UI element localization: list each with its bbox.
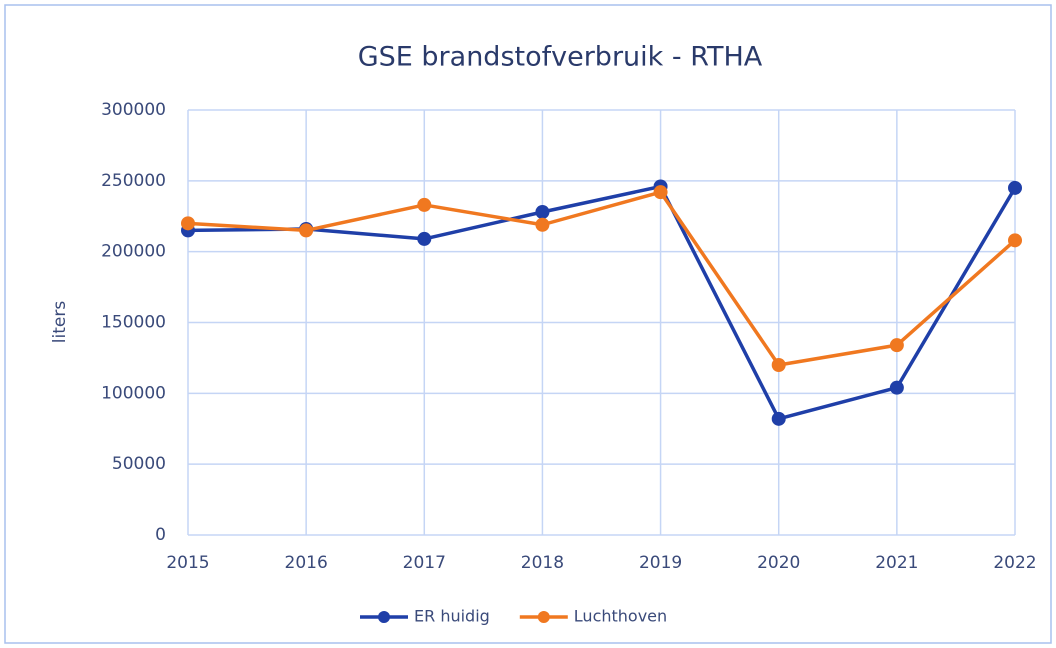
y-tick-label: 300000 [101,100,166,120]
legend-label: ER huidig [414,607,490,626]
data-point [889,338,904,353]
x-tick-label: 2022 [993,553,1036,573]
y-tick-label: 150000 [101,313,166,333]
x-tick-label: 2015 [166,553,209,573]
legend-swatch [378,611,390,623]
y-tick-label: 0 [155,525,166,545]
legend-swatch [537,611,550,623]
legend-label: Luchthoven [574,607,667,626]
y-tick-label: 50000 [112,454,166,474]
data-point [181,216,195,231]
chart-title: GSE brandstofverbruik - RTHA [358,42,763,73]
y-tick-label: 100000 [101,383,166,403]
x-tick-label: 2021 [875,553,918,573]
x-tick-label: 2020 [757,553,800,573]
data-point [1008,180,1022,195]
data-point [771,358,786,372]
x-tick-label: 2019 [639,553,682,573]
chart-frame [4,4,1052,644]
data-point [535,217,550,232]
x-tick-label: 2017 [403,553,446,573]
data-point [889,380,904,395]
data-point [417,197,432,212]
data-point [299,223,314,238]
y-tick-label: 200000 [101,242,166,262]
data-point [535,205,550,219]
data-point [417,231,432,246]
y-axis-label: liters [50,301,70,344]
y-tick-label: 250000 [101,171,166,191]
x-tick-label: 2016 [285,553,328,573]
series-line [187,184,1017,421]
series-line [187,190,1017,367]
data-point [1008,233,1022,248]
data-point [771,411,786,426]
x-tick-label: 2018 [521,553,564,573]
data-point [653,185,668,200]
